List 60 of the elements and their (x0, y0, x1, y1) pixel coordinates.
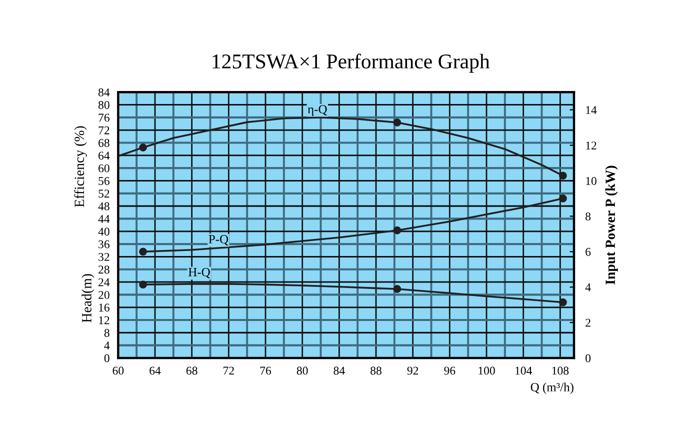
y-tick-label: 4 (104, 342, 110, 350)
y-tick-label: 48 (98, 202, 110, 210)
y2-tick-label: 14 (586, 106, 597, 114)
y2-tick-label: 6 (586, 248, 591, 256)
x-tick-label: 108 (552, 366, 569, 375)
y-tick-label: 72 (98, 126, 110, 134)
point (393, 226, 402, 234)
y2-axis-title: Input Power P (kW) (605, 166, 618, 284)
x-tick-label: 72 (224, 366, 234, 375)
x-tick-label: 104 (516, 366, 532, 375)
y-tick-label: 60 (98, 164, 110, 172)
y2-tick-label: 0 (586, 354, 591, 362)
annotation: P-Q (208, 235, 228, 246)
chart-title: 125TSWA×1 Performance Graph (212, 54, 490, 73)
point (139, 144, 147, 152)
y-axis-title: Efficiency (%) (74, 126, 87, 208)
y-tick-label: 12 (99, 316, 110, 324)
y-tick-label: 56 (98, 177, 110, 185)
y2-tick-label: 2 (586, 318, 590, 327)
point (558, 298, 567, 306)
annotation: η-Q (308, 105, 328, 116)
y-tick-label: 68 (98, 139, 110, 147)
y-tick-label: 80 (98, 101, 110, 109)
y-tick-label: 16 (99, 304, 110, 312)
y-tick-label: 44 (98, 215, 110, 223)
y2-tick-label: 8 (586, 212, 591, 220)
point (393, 118, 402, 126)
point (393, 285, 402, 293)
y-tick-label: 32 (98, 252, 110, 261)
point (558, 172, 567, 180)
y-tick-label: 40 (98, 228, 110, 236)
x-tick-label: 76 (260, 366, 272, 375)
point (139, 248, 147, 256)
x-tick-label: 88 (370, 366, 382, 375)
y2-tick-label: 4 (585, 283, 591, 292)
annotation: H-Q (188, 268, 210, 278)
x-tick-label: 84 (334, 366, 345, 375)
x-tick-label: 92 (407, 366, 418, 375)
y-tick-label: 20 (98, 290, 110, 299)
y-tick-label: 76 (98, 114, 110, 122)
y-tick-label: 8 (104, 328, 110, 337)
y2-tick-label: 10 (586, 176, 596, 185)
y-tick-label: 36 (98, 240, 110, 248)
y-tick-label: 28 (98, 266, 110, 274)
point (558, 194, 567, 202)
x-tick-label: 96 (444, 366, 456, 375)
x-axis-title: Q (m³/h) (530, 382, 574, 394)
text: Head(m) (82, 274, 94, 322)
y-tick-label: 52 (98, 190, 110, 198)
point (139, 280, 147, 289)
y-tick-label: 24 (98, 278, 110, 286)
y-tick-label: 0 (104, 354, 110, 362)
x-tick-label: 60 (112, 366, 124, 375)
x-tick-label: 100 (478, 366, 495, 375)
y-tick-label: 84 (98, 88, 110, 96)
x-tick-label: 68 (186, 366, 198, 375)
y2-tick-label: 12 (586, 142, 596, 150)
x-tick-label: 64 (150, 366, 161, 375)
y-tick-label: 64 (98, 152, 110, 160)
x-tick-label: 80 (296, 366, 308, 375)
